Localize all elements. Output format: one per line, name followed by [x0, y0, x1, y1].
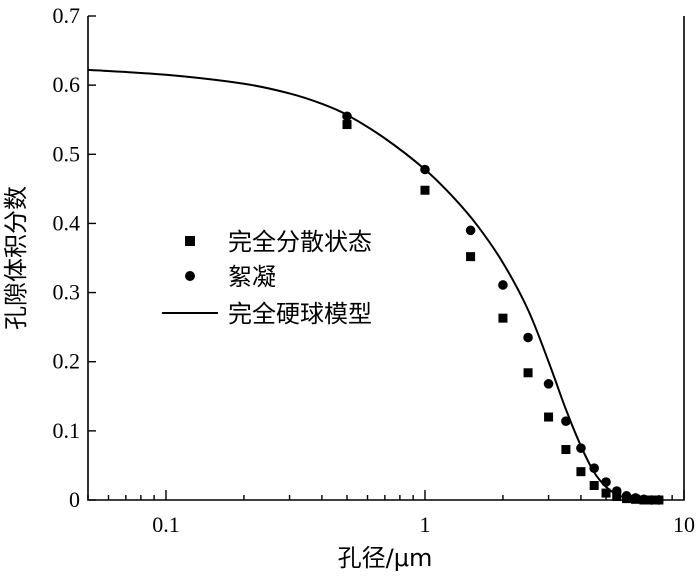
y-axis-title: 孔隙体积分数	[2, 186, 30, 330]
data-point-dispersed	[589, 480, 599, 490]
data-point-flocculated	[342, 111, 352, 122]
series-lines	[87, 68, 659, 502]
data-point-flocculated	[420, 164, 430, 175]
legend-square-icon	[185, 236, 195, 246]
data-point-dispersed	[576, 467, 586, 477]
legend-label: 絮凝	[228, 263, 276, 291]
y-tick-label: 0.6	[53, 72, 81, 97]
axis-ticks: 0 0.1 0.2 0.3 0.4 0.5 0.6 0.7 0.1 1 10	[53, 3, 696, 537]
data-point-flocculated	[611, 486, 622, 496]
data-point-flocculated	[576, 443, 586, 453]
data-point-flocculated	[589, 463, 599, 473]
legend-label: 完全分散状态	[228, 228, 372, 256]
data-point-dispersed	[420, 185, 430, 195]
data-point-flocculated	[621, 491, 632, 501]
y-tick-label: 0.2	[53, 349, 81, 374]
data-point-dispersed	[612, 492, 622, 502]
data-point-dispersed	[466, 252, 476, 262]
data-point-dispersed	[523, 368, 533, 378]
data-point-flocculated	[523, 332, 533, 343]
x-tick-label: 10	[673, 512, 695, 537]
data-point-flocculated	[654, 495, 664, 505]
plot-frame-border	[87, 16, 685, 501]
x-tick-label: 0.1	[152, 512, 180, 537]
x-tick-label: 1	[419, 512, 430, 537]
data-point-dispersed	[342, 120, 352, 130]
y-tick-label: 0.1	[53, 418, 81, 443]
y-tick-label: 0.7	[53, 3, 81, 28]
data-point-flocculated	[543, 379, 554, 389]
legend-label: 完全硬球模型	[228, 300, 372, 328]
y-tick-label: 0.3	[53, 280, 81, 305]
data-point-dispersed	[544, 412, 554, 422]
legend-circle-icon	[185, 271, 195, 281]
y-tick-label: 0.5	[53, 141, 81, 166]
data-point-flocculated	[630, 493, 641, 503]
data-point-dispersed	[498, 313, 508, 323]
data-point-dispersed	[601, 488, 611, 498]
data-point-flocculated	[561, 416, 571, 426]
data-point-flocculated	[498, 280, 508, 290]
y-tick-label: 0	[69, 487, 80, 512]
series-markers	[342, 111, 664, 505]
data-point-flocculated	[465, 225, 476, 236]
data-point-dispersed	[561, 445, 571, 455]
data-point-flocculated	[639, 494, 649, 505]
y-tick-label: 0.4	[53, 210, 81, 235]
plot-area	[87, 16, 685, 501]
data-point-flocculated	[646, 495, 657, 505]
x-axis-title: 孔径/μm	[338, 544, 433, 572]
data-point-flocculated	[601, 477, 611, 487]
series-line-hard-sphere-model	[87, 68, 659, 502]
